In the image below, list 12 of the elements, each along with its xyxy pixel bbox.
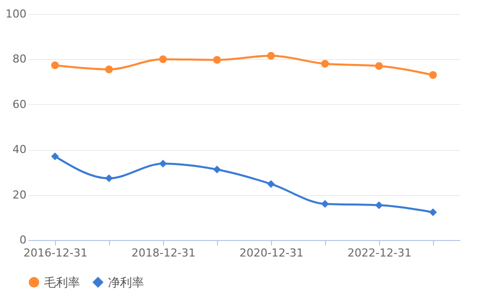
- x-tick-label: 2018-12-31: [132, 246, 196, 260]
- y-tick-label: 20: [12, 188, 26, 202]
- legend-label: 毛利率: [44, 275, 80, 290]
- x-tick-label: 2020-12-31: [240, 246, 304, 260]
- x-tick-label: 2022-12-31: [348, 246, 412, 260]
- y-tick-label: 100: [6, 8, 26, 20]
- y-tick-label: 40: [12, 143, 26, 156]
- y-tick-label: 0: [20, 234, 26, 246]
- y-tick-label: 60: [12, 98, 26, 111]
- y-tick-label: 80: [12, 52, 26, 66]
- x-tick-label: 2016-12-31: [24, 246, 88, 260]
- legend-label: 净利率: [108, 275, 144, 290]
